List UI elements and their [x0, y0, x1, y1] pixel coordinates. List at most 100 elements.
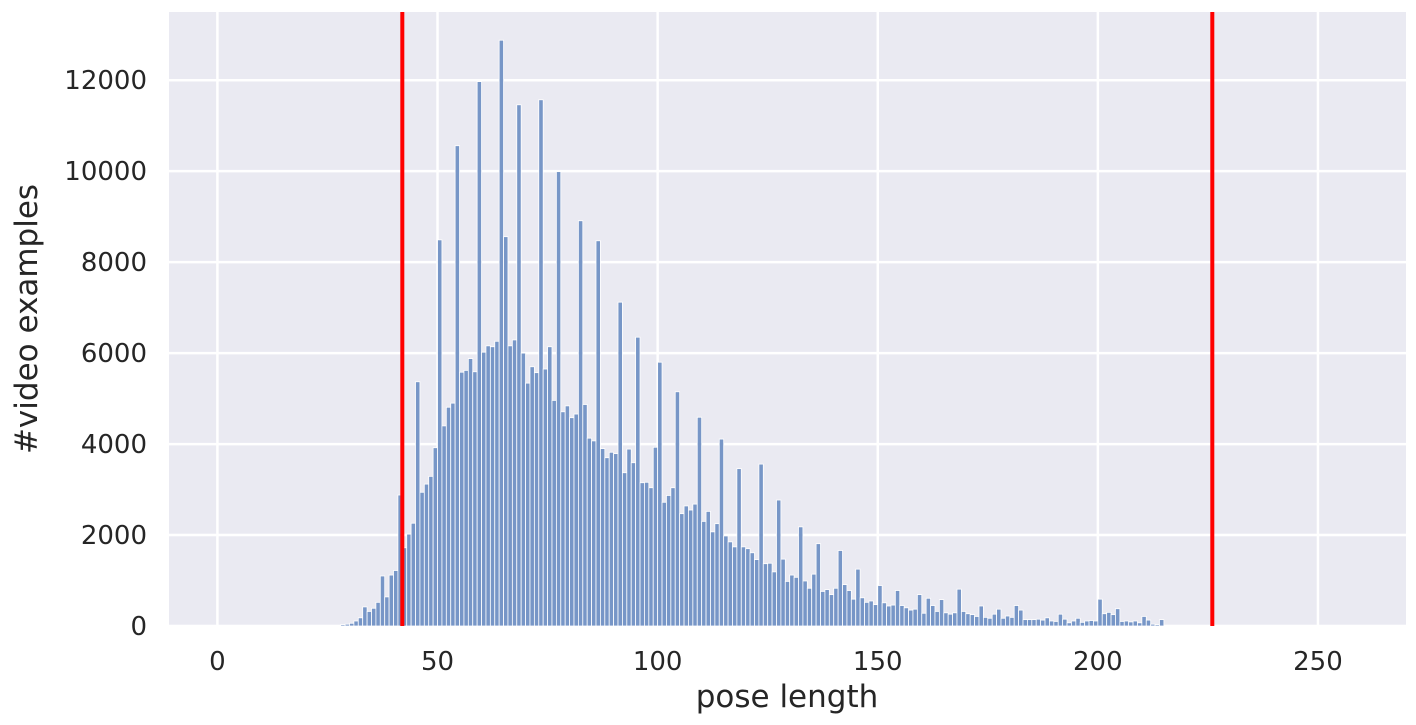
histogram-bar	[978, 605, 984, 627]
histogram-bar	[960, 611, 967, 627]
histogram-bar	[1123, 620, 1130, 627]
histogram-bar	[582, 404, 588, 627]
histogram-bar	[666, 495, 672, 627]
histogram-bar	[806, 587, 813, 627]
histogram-bar	[745, 548, 751, 627]
histogram-bar	[776, 499, 782, 627]
histogram-bar	[459, 371, 465, 627]
histogram-bar	[987, 617, 993, 627]
histogram-bar	[947, 613, 953, 627]
histogram-bar	[476, 81, 482, 627]
histogram-bar	[996, 608, 1002, 627]
histogram-bar	[463, 369, 469, 627]
histogram-bar	[789, 574, 795, 627]
x-tick-label: 200	[1073, 647, 1123, 677]
histogram-bar	[1018, 609, 1024, 627]
histogram-bar	[511, 339, 518, 627]
histogram-bar	[859, 597, 865, 627]
histogram-bar	[1141, 616, 1147, 627]
histogram-bar	[1044, 617, 1050, 627]
histogram-bar	[868, 600, 874, 627]
y-tick-label: 8000	[81, 248, 147, 278]
histogram-bar	[485, 345, 491, 627]
histogram-bar	[613, 453, 619, 627]
histogram-bar	[934, 611, 940, 627]
histogram-bar	[754, 559, 760, 627]
histogram-bar	[1101, 613, 1108, 627]
histogram-bar	[428, 475, 434, 627]
histogram-bar	[749, 552, 755, 627]
histogram-bar	[740, 546, 747, 627]
histogram-bar	[798, 526, 804, 627]
histogram-bar	[767, 562, 773, 627]
histogram-bar	[736, 468, 742, 627]
histogram-bar	[683, 505, 689, 627]
histogram-bar	[630, 462, 637, 627]
x-axis-label: pose length	[696, 679, 879, 715]
histogram-bar	[701, 520, 707, 627]
histogram-bar	[1128, 621, 1134, 627]
histogram-bar	[591, 440, 597, 627]
histogram-bar	[679, 513, 685, 627]
histogram-bar	[674, 391, 681, 627]
histogram-bar	[533, 372, 540, 627]
histogram-bar	[635, 336, 641, 627]
histogram-bar	[362, 606, 368, 627]
histogram-bar	[349, 622, 355, 627]
histogram-bar	[481, 351, 487, 627]
histogram-bar	[622, 472, 628, 627]
histogram-bar	[520, 352, 526, 627]
histogram-bar	[1159, 619, 1165, 627]
histogram-bar	[1057, 613, 1064, 627]
histogram-bar	[758, 463, 764, 627]
histogram-bar	[714, 523, 720, 627]
histogram-bar	[925, 597, 931, 627]
histogram-bar	[516, 104, 522, 627]
histogram-bar	[1132, 620, 1138, 627]
histogram-bar	[855, 568, 861, 627]
histogram-bar	[626, 448, 632, 627]
histogram-bar	[692, 503, 698, 627]
histogram-bar	[696, 416, 703, 627]
histogram-bar	[903, 607, 909, 627]
histogram-bar	[507, 345, 513, 627]
histogram-bar	[657, 361, 663, 627]
histogram-bar	[384, 596, 390, 627]
histogram-bar	[1022, 619, 1028, 627]
histogram-bar	[371, 607, 377, 627]
histogram-bar	[1031, 619, 1037, 627]
histogram-bar	[419, 491, 425, 627]
histogram-bar	[1035, 618, 1042, 627]
histogram-bar	[842, 584, 848, 627]
histogram-bar	[454, 145, 460, 627]
plot-background	[169, 12, 1406, 626]
histogram-bar	[357, 617, 364, 627]
histogram-bar	[604, 457, 610, 627]
histogram-bar	[956, 588, 962, 627]
histogram-bar	[406, 533, 412, 627]
histogram-bar	[379, 575, 386, 627]
histogram-bar	[1071, 620, 1077, 627]
histogram-bar	[780, 558, 786, 627]
histogram-bar	[688, 509, 694, 627]
histogram-bar	[661, 501, 667, 627]
histogram-bar	[547, 346, 553, 627]
y-tick-label: 10000	[64, 157, 147, 187]
histogram-bar	[820, 591, 826, 627]
histogram-bar	[952, 612, 958, 627]
histogram-bar	[670, 487, 676, 627]
x-tick-label: 50	[421, 647, 454, 677]
histogram-bar	[652, 446, 659, 627]
histogram-bar	[542, 368, 548, 627]
histogram-bar	[877, 585, 883, 627]
histogram-bar	[1075, 617, 1081, 627]
histogram-bar	[872, 604, 879, 627]
histogram-bar	[802, 580, 808, 627]
histogram-bar	[1053, 621, 1059, 627]
histogram-bar	[837, 550, 843, 627]
histogram-bar	[718, 438, 725, 627]
y-axis-ticks: 0 2000 4000 6000 8000 10000 12000	[64, 66, 147, 642]
histogram-bar	[921, 612, 927, 627]
histogram-bar	[1000, 617, 1006, 627]
